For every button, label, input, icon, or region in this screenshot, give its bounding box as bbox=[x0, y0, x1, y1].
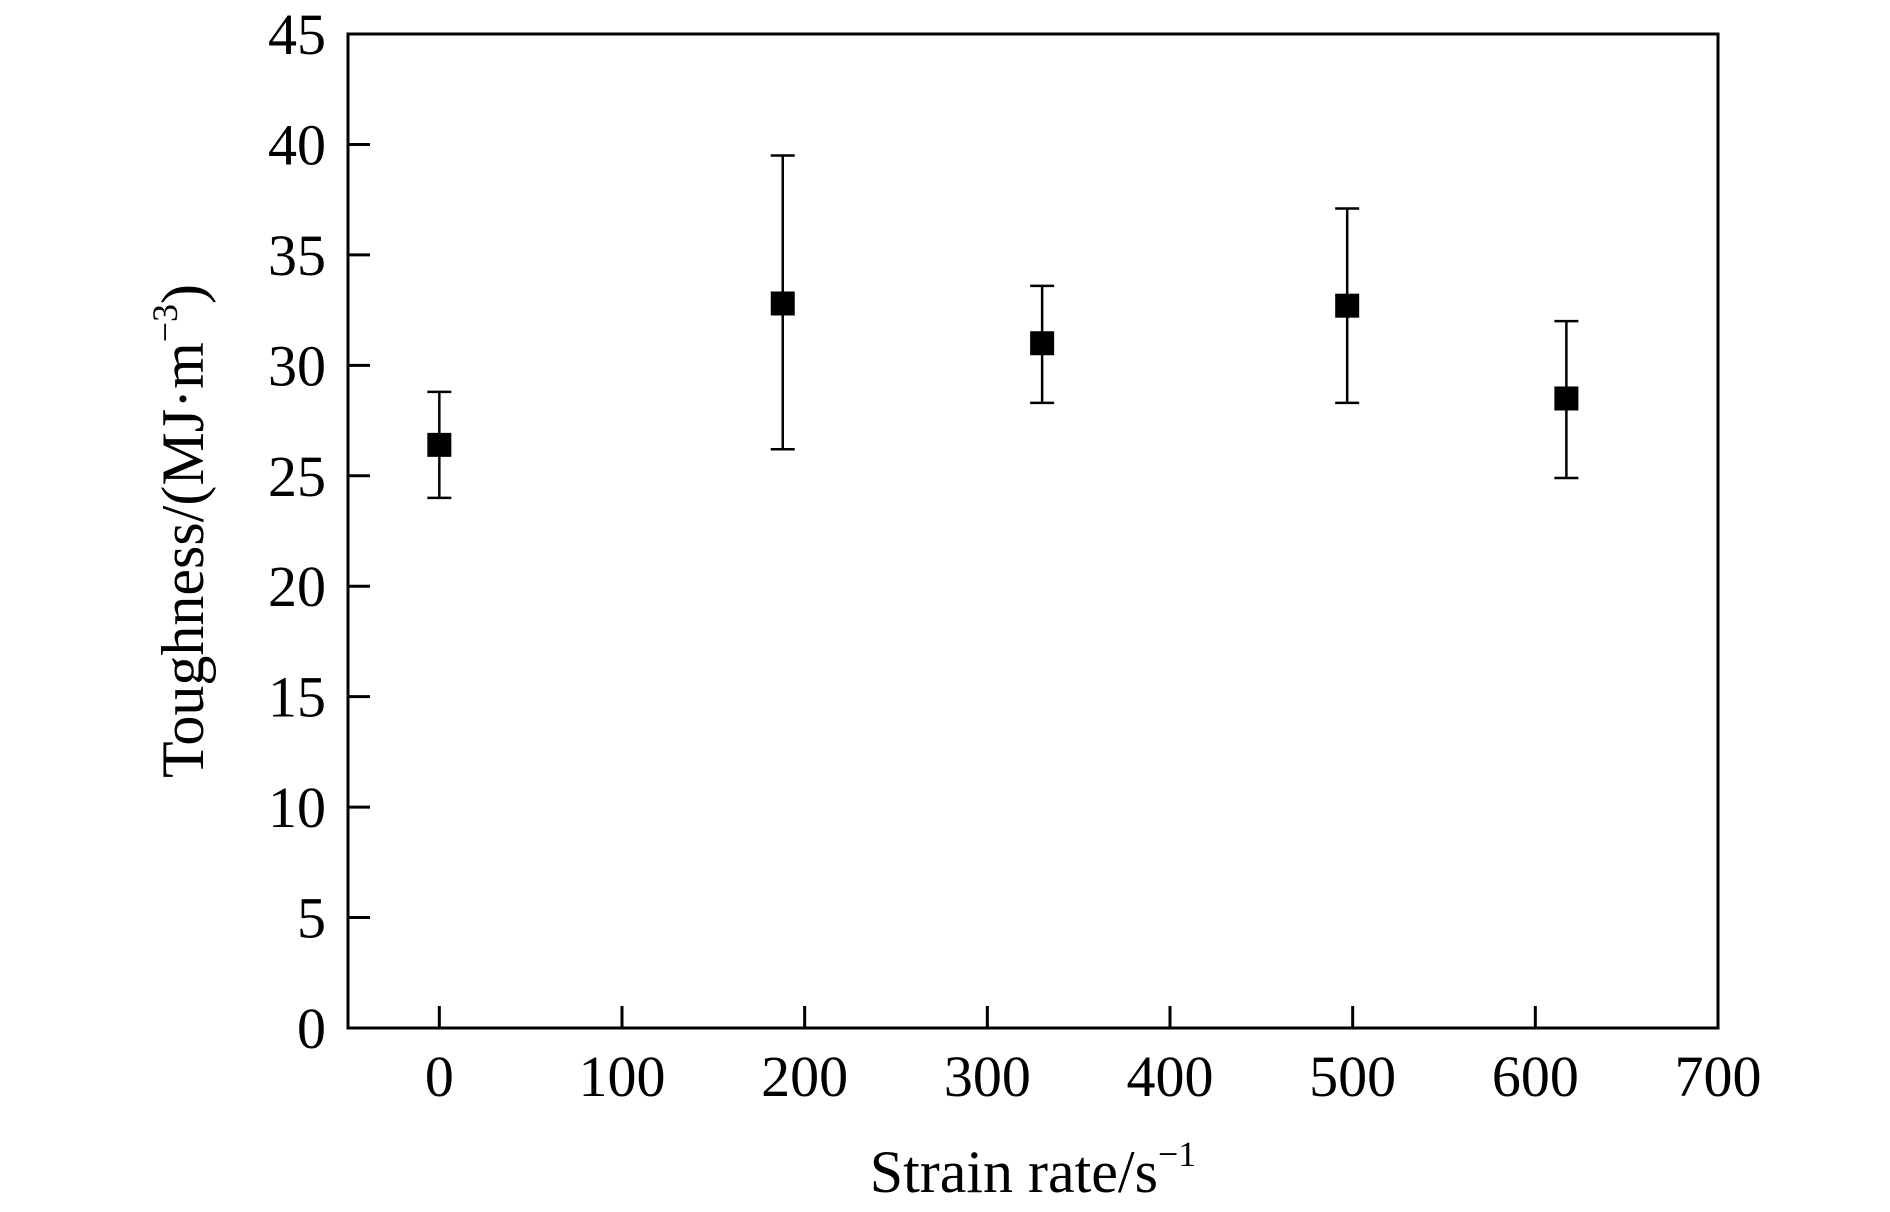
plot-frame bbox=[346, 32, 1720, 1030]
x-tick-label: 100 bbox=[579, 1044, 666, 1109]
data-point-marker bbox=[1030, 331, 1055, 356]
data-point-marker bbox=[427, 432, 452, 457]
x-tick-label: 700 bbox=[1675, 1044, 1762, 1109]
x-tick-label: 400 bbox=[1127, 1044, 1214, 1109]
y-tick-label: 25 bbox=[268, 444, 326, 509]
y-tick-label: 20 bbox=[268, 554, 326, 619]
data-point-marker bbox=[1554, 386, 1579, 411]
x-tick-label: 600 bbox=[1492, 1044, 1579, 1109]
y-tick-label: 30 bbox=[268, 333, 326, 398]
y-tick-label: 15 bbox=[268, 665, 326, 730]
x-axis-ticks: 0 100 200 300 400 500 600 700 bbox=[425, 1006, 1762, 1109]
y-tick-label: 45 bbox=[268, 2, 326, 67]
x-tick-label: 200 bbox=[761, 1044, 848, 1109]
data-point-marker bbox=[770, 291, 795, 316]
data-point-marker bbox=[1335, 293, 1360, 318]
x-tick-label: 300 bbox=[944, 1044, 1031, 1109]
y-axis-ticks: 0 5 10 15 20 25 30 35 40 45 bbox=[268, 2, 370, 1061]
data-points bbox=[427, 154, 1579, 500]
y-tick-label: 5 bbox=[297, 886, 326, 951]
y-axis-label: Toughness/(MJ·m−3) bbox=[145, 284, 216, 778]
y-tick-label: 10 bbox=[268, 775, 326, 840]
y-tick-label: 40 bbox=[268, 112, 326, 177]
x-axis-label: Strain rate/s−1 bbox=[870, 1134, 1197, 1205]
x-tick-label: 500 bbox=[1309, 1044, 1396, 1109]
y-tick-label: 35 bbox=[268, 223, 326, 288]
y-tick-label: 0 bbox=[297, 996, 326, 1061]
x-tick-label: 0 bbox=[425, 1044, 454, 1109]
